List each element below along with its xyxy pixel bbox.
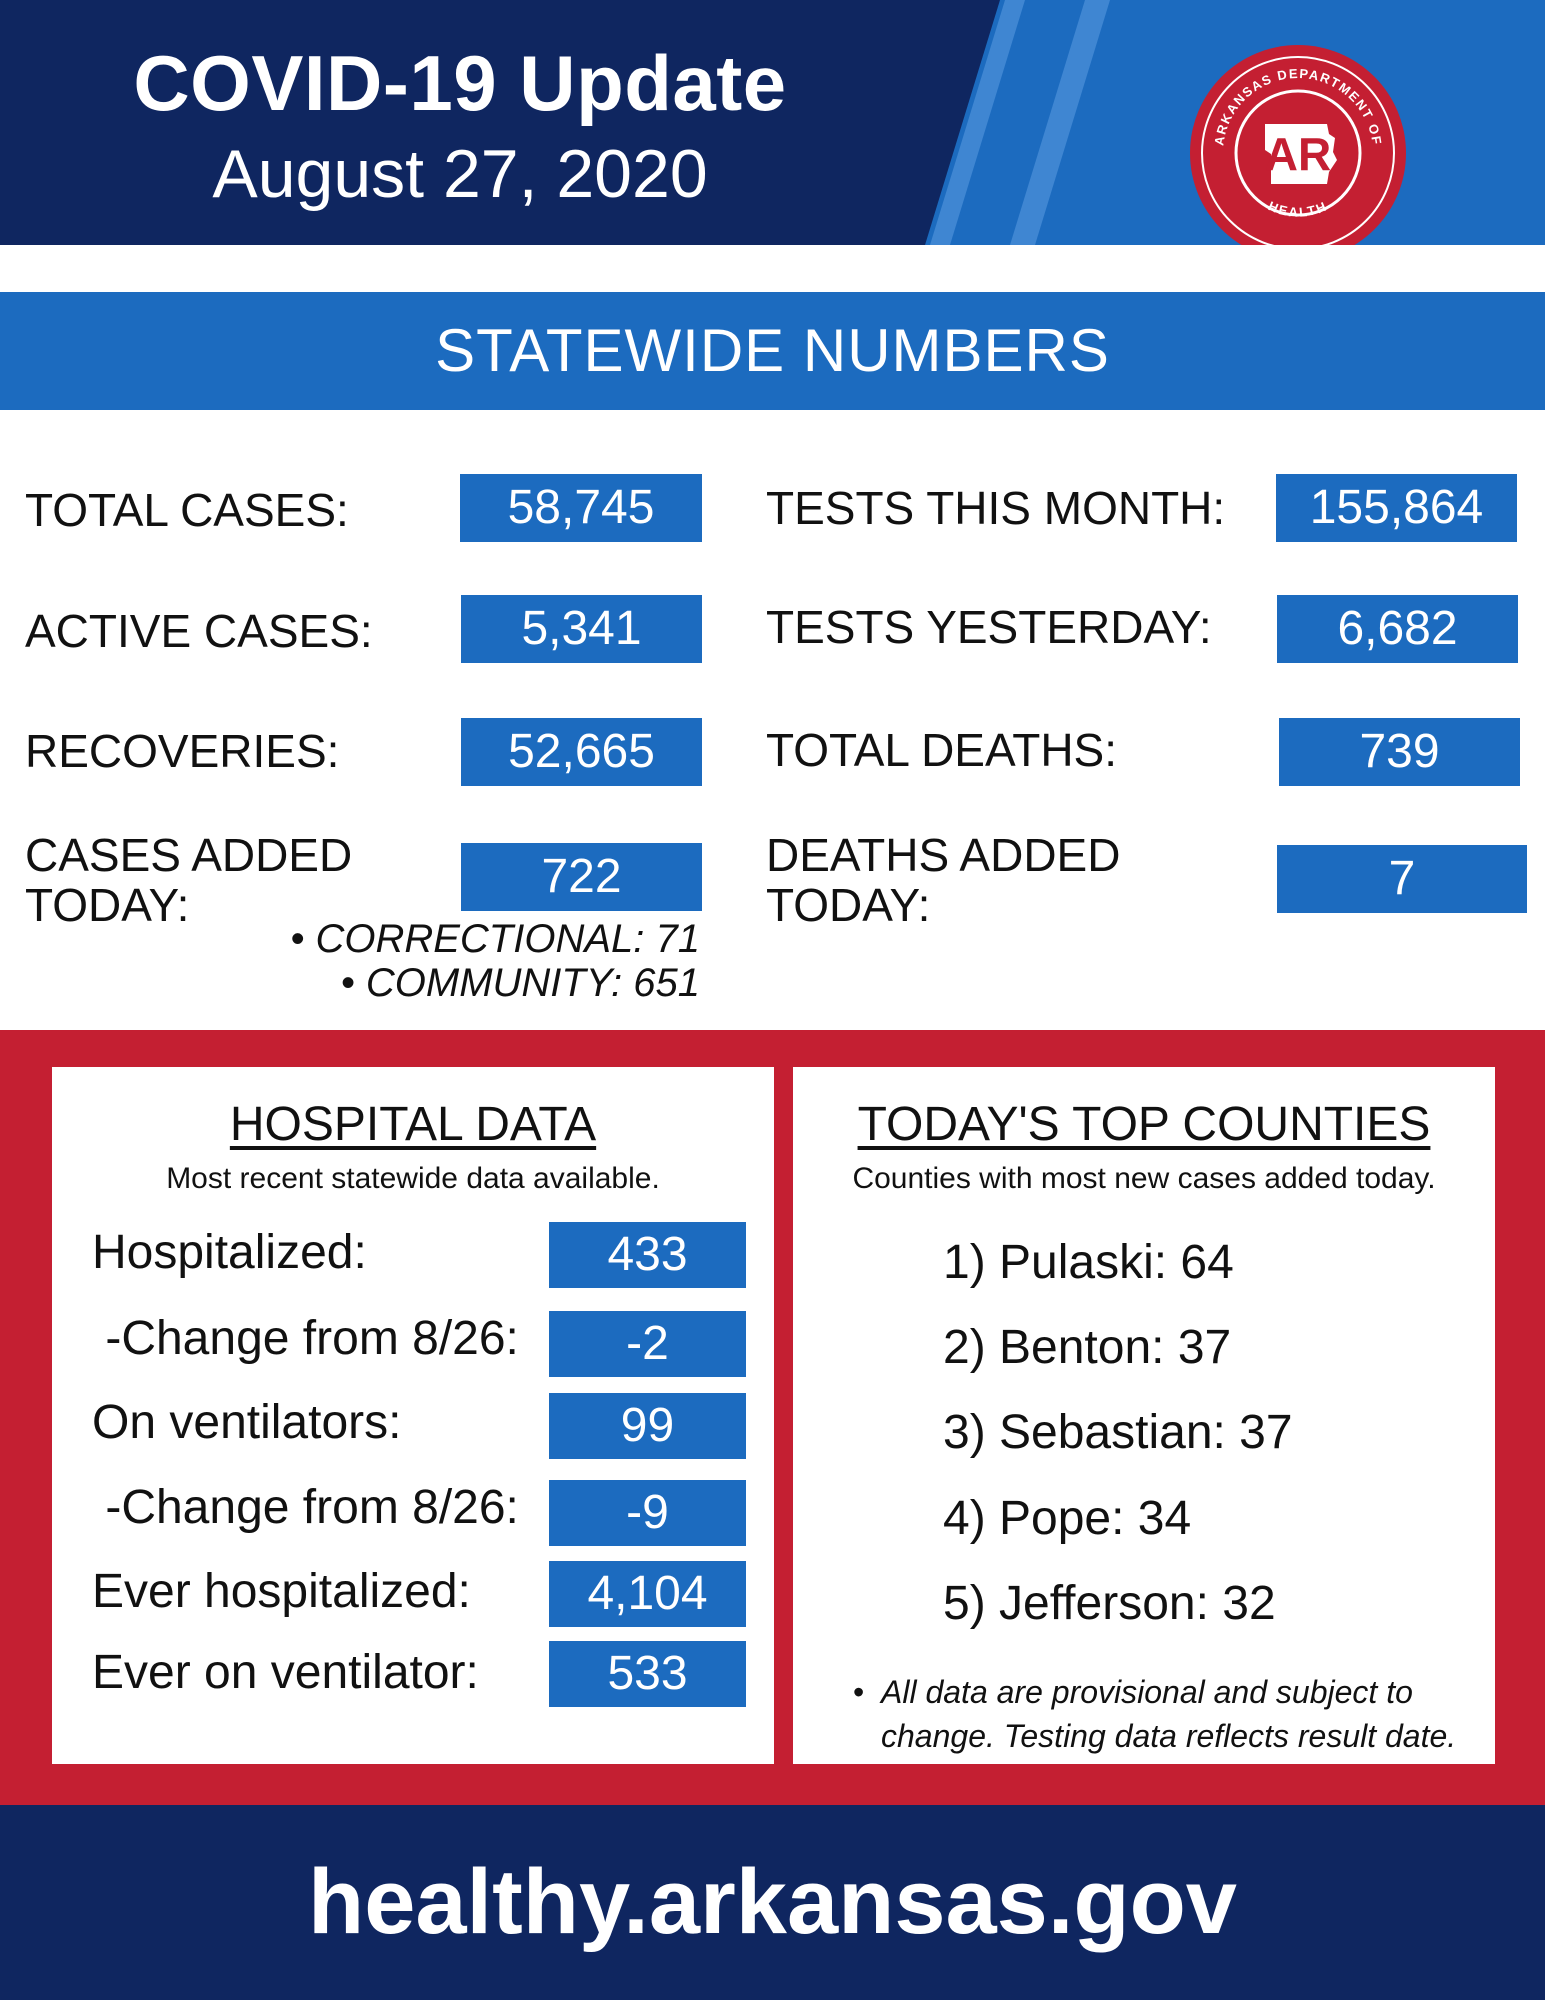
top-counties-title: TODAY'S TOP COUNTIES xyxy=(857,1098,1431,1151)
page-date: August 27, 2020 xyxy=(212,136,708,212)
deaths-added-value: 7 xyxy=(1277,845,1527,913)
hospital-data-subtitle: Most recent statewide data available. xyxy=(166,1162,660,1195)
deaths-added-label-line2: TODAY: xyxy=(766,879,931,931)
total-deaths-label: TOTAL DEATHS: xyxy=(766,724,1118,776)
svg-text:HEALTH: HEALTH xyxy=(1266,198,1330,220)
ever-hospitalized-label: Ever hospitalized: xyxy=(92,1565,471,1618)
cases-added-label-line2: TODAY: xyxy=(25,879,190,931)
statewide-banner: STATEWIDE NUMBERS xyxy=(0,292,1545,410)
disclaimer-line2: change. Testing data reflects result dat… xyxy=(881,1718,1457,1754)
total-cases-value: 58,745 xyxy=(460,474,702,542)
ventilators-label: On ventilators: xyxy=(92,1396,402,1449)
total-cases-label: TOTAL CASES: xyxy=(25,484,349,536)
tests-yesterday-value: 6,682 xyxy=(1277,595,1518,663)
arkansas-state-shape xyxy=(1265,124,1337,184)
footer-url[interactable]: healthy.arkansas.gov xyxy=(0,1805,1545,2000)
county-item: 2) Benton: 37 xyxy=(943,1321,1232,1374)
hospitalized-change-value: -2 xyxy=(549,1311,746,1377)
county-item: 5) Jefferson: 32 xyxy=(943,1577,1276,1630)
deaths-added-label: DEATHS ADDED TODAY: xyxy=(766,830,1120,930)
tests-month-label: TESTS THIS MONTH: xyxy=(766,482,1226,534)
hospital-data-panel: HOSPITAL DATA Most recent statewide data… xyxy=(52,1067,774,1764)
hospitalized-change-label: -Change from 8/26: xyxy=(92,1312,519,1365)
tests-yesterday-label: TESTS YESTERDAY: xyxy=(766,601,1212,653)
ever-ventilator-value: 533 xyxy=(549,1641,746,1707)
hospitalized-value: 433 xyxy=(549,1222,746,1288)
top-counties-panel: TODAY'S TOP COUNTIES Counties with most … xyxy=(793,1067,1495,1764)
ventilators-value: 99 xyxy=(549,1393,746,1459)
community-cases: • COMMUNITY: 651 xyxy=(340,961,700,1005)
arkansas-health-logo: ARKANSAS DEPARTMENT OF HEALTH AR xyxy=(1190,45,1406,245)
ever-hospitalized-value: 4,104 xyxy=(549,1561,746,1627)
header: COVID-19 Update August 27, 2020 ARKANSAS… xyxy=(0,0,1545,245)
cases-added-label-line1: CASES ADDED xyxy=(25,829,353,881)
ventilators-change-label: -Change from 8/26: xyxy=(92,1481,519,1534)
logo-initials: AR xyxy=(1265,128,1331,180)
deaths-added-label-line1: DEATHS ADDED xyxy=(766,829,1121,881)
top-counties-subtitle: Counties with most new cases added today… xyxy=(852,1162,1436,1195)
page-title: COVID-19 Update xyxy=(133,39,787,127)
total-deaths-value: 739 xyxy=(1279,718,1520,786)
recoveries-value: 52,665 xyxy=(461,718,702,786)
county-item: 4) Pope: 34 xyxy=(943,1492,1192,1545)
data-disclaimer: • All data are provisional and subject t… xyxy=(853,1670,1491,1758)
recoveries-label: RECOVERIES: xyxy=(25,725,340,777)
county-item: 1) Pulaski: 64 xyxy=(943,1236,1234,1289)
county-item: 3) Sebastian: 37 xyxy=(943,1406,1293,1459)
disclaimer-line1: All data are provisional and subject to xyxy=(881,1674,1413,1710)
hospital-data-title: HOSPITAL DATA xyxy=(229,1098,597,1151)
ventilators-change-value: -9 xyxy=(549,1480,746,1546)
bullet-icon: • xyxy=(853,1674,865,1710)
ever-ventilator-label: Ever on ventilator: xyxy=(92,1646,479,1699)
hospitalized-label: Hospitalized: xyxy=(92,1226,367,1279)
cases-added-value: 722 xyxy=(461,843,702,911)
correctional-cases: • CORRECTIONAL: 71 xyxy=(290,917,700,961)
tests-month-value: 155,864 xyxy=(1276,474,1517,542)
active-cases-label: ACTIVE CASES: xyxy=(25,605,373,657)
cases-added-label: CASES ADDED TODAY: xyxy=(25,830,352,930)
active-cases-value: 5,341 xyxy=(461,595,702,663)
logo-ring-bottom-text: HEALTH xyxy=(1266,198,1328,220)
